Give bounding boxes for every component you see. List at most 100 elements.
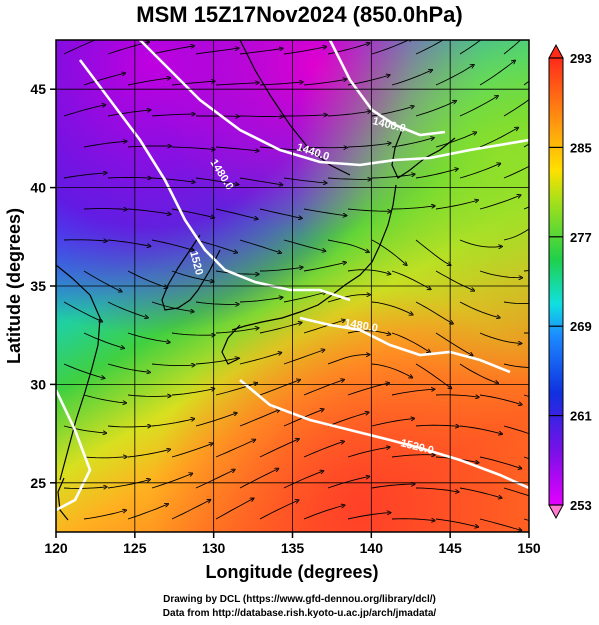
streamline-175 [523,518,529,521]
streamline-0 [63,40,102,55]
streamline-55 [83,209,126,210]
streamline-108 [479,332,521,343]
streamline-48 [239,177,282,185]
streamline-20 [479,61,514,86]
geopotential-contours [56,40,529,512]
streamline-41 [435,133,475,148]
streamline-35 [171,146,214,149]
streamline-77 [83,270,121,291]
streamline-114 [239,353,281,365]
y-tick-label-30: 30 [30,376,46,392]
streamline-67 [107,239,150,246]
streamline-126 [303,380,343,396]
streamline-7 [371,40,411,55]
streamline-112 [151,364,194,366]
colorbar-label-285: 285 [570,140,592,155]
streamline-116 [327,355,369,365]
streamline-105 [347,330,390,335]
streamline-40 [391,138,433,148]
streamline-170 [303,505,344,520]
x-tick-label-135: 135 [281,540,305,556]
streamline-60 [303,208,346,216]
streamline-117 [371,363,412,377]
streamline-96 [415,301,452,323]
streamline-64 [479,196,520,210]
streamline-75 [459,239,501,247]
streamline-107 [435,332,472,355]
streamline-31 [459,96,497,117]
streamline-141 [459,425,501,434]
streamline-13 [171,81,214,86]
y-tick-label-35: 35 [30,278,46,294]
streamline-113 [195,358,238,365]
streamline-157 [195,470,234,489]
streamline-120 [503,363,529,368]
streamline-68 [151,239,193,250]
x-tick-label-150: 150 [517,540,541,556]
streamline-50 [327,178,370,179]
streamline-71 [283,239,325,251]
colorbar-label-269: 269 [570,319,592,334]
streamline-92 [239,298,282,303]
streamline-24 [151,114,194,117]
streamline-22 [63,105,105,117]
streamline-111 [107,363,149,372]
contour-1520-west [56,389,92,512]
streamline-76 [503,228,529,241]
streamline-103 [259,323,301,334]
colorbar-top-triangle [548,43,564,59]
korea-coast [161,234,221,311]
streamline-140 [415,425,458,426]
streamline-163 [459,487,501,498]
streamline-158 [239,469,278,489]
streamline-152 [479,456,521,468]
plot-area: 1400.0 1440.0 1480.0 1520 1480.0 1520.0 [56,40,529,532]
streamline-66 [63,240,106,241]
x-tick-label-140: 140 [360,540,384,556]
streamline-168 [215,499,253,520]
streamline-18 [391,70,431,86]
streamline-14 [215,83,258,86]
streamline-156 [151,474,192,489]
streamline-160 [327,477,368,489]
streamline-123 [171,389,214,396]
streamline-164 [503,487,529,497]
streamline-39 [347,143,390,148]
streamline-26 [239,116,282,117]
streamline-53 [459,164,500,179]
streamline-134 [151,419,193,427]
streamline-62 [391,206,434,210]
streamline-51 [371,174,414,179]
streamline-42 [479,128,517,148]
streamline-4 [239,49,282,55]
streamline-167 [171,500,210,520]
streamline-1 [107,42,148,55]
streamline-118 [415,363,451,388]
taiwan-coast [57,477,69,521]
y-axis-label: Latitude (degrees) [4,208,24,364]
streamline-94 [327,295,369,303]
streamline-70 [239,239,280,253]
colorbar-label-277: 277 [570,230,592,245]
x-axis-ticks: 120 125 130 135 140 145 150 [44,532,541,556]
streamline-9 [459,40,482,55]
streamline-82 [303,263,345,272]
streamline-132 [63,425,105,433]
streamline-38 [303,147,346,148]
y-tick-label-25: 25 [30,475,46,491]
russia-coast [239,40,351,176]
coastlines [56,40,456,521]
streamline-90 [151,301,193,312]
streamline-106 [391,332,429,352]
contour-1440 [139,40,529,167]
y-axis-ticks: 25 30 35 40 45 [30,81,56,491]
streamline-169 [259,501,298,520]
y-tick-label-45: 45 [30,81,46,97]
x-axis-label: Longitude (degrees) [205,562,378,582]
streamline-136 [239,410,279,427]
streamline-32 [503,99,529,117]
streamline-84 [391,270,430,289]
streamline-28 [327,111,370,117]
streamline-150 [391,455,434,458]
